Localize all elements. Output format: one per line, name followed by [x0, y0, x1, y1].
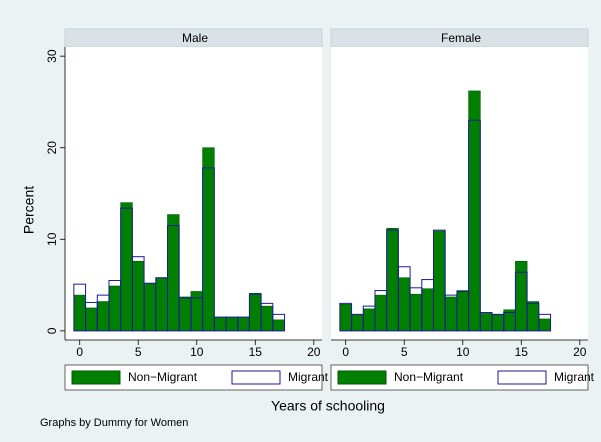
legend-label: Migrant — [554, 370, 595, 384]
bar — [398, 277, 411, 332]
bar — [272, 313, 286, 332]
y-tick-label: 10 — [45, 232, 59, 246]
bar — [386, 227, 399, 332]
bar — [409, 293, 423, 332]
legend-swatch — [231, 370, 281, 385]
bar — [444, 296, 458, 332]
bar — [433, 230, 446, 332]
panel-title: Female — [441, 31, 481, 45]
bar — [214, 316, 227, 332]
bar — [421, 288, 434, 332]
bar — [108, 285, 121, 332]
bar — [190, 291, 203, 332]
bar — [260, 305, 274, 332]
bar — [468, 90, 481, 332]
bar — [249, 293, 262, 332]
x-tick-label: 15 — [515, 345, 529, 359]
legend-swatch — [497, 370, 547, 385]
bar — [491, 314, 505, 332]
bar — [538, 313, 552, 332]
y-tick-label: 20 — [45, 141, 59, 155]
bar — [202, 147, 215, 332]
note: Graphs by Dummy for Women — [40, 417, 188, 429]
legend-swatch — [71, 370, 121, 385]
bar — [155, 277, 168, 332]
bar — [143, 282, 157, 332]
bar — [480, 313, 493, 332]
bar — [96, 301, 110, 332]
bar — [225, 316, 239, 332]
bar — [515, 260, 528, 332]
legend-label: Non−Migrant — [128, 370, 198, 384]
x-tick-label: 0 — [76, 345, 83, 359]
bar — [272, 319, 285, 332]
bar — [202, 167, 215, 332]
bar — [166, 225, 180, 332]
x-tick-label: 15 — [249, 345, 263, 359]
legend-label: Migrant — [288, 370, 329, 384]
x-tick-label: 5 — [135, 345, 142, 359]
bar — [456, 290, 469, 332]
x-tick-label: 20 — [307, 345, 321, 359]
bar — [362, 308, 376, 332]
bar — [374, 294, 387, 332]
y-tick-label: 0 — [45, 327, 59, 334]
bar — [85, 307, 98, 332]
x-tick-label: 10 — [456, 345, 470, 359]
y-tick-label: 30 — [45, 49, 59, 63]
bar — [538, 318, 551, 332]
bar — [468, 119, 481, 332]
x-tick-label: 0 — [342, 345, 349, 359]
y-axis-label: Percent — [21, 186, 37, 234]
bar — [178, 296, 192, 332]
bar — [120, 202, 133, 332]
bar — [167, 214, 180, 332]
bar — [73, 294, 86, 332]
legend-swatch — [337, 370, 387, 385]
bar — [237, 316, 250, 332]
x-tick-label: 20 — [573, 345, 587, 359]
bar — [132, 260, 145, 332]
bar — [526, 301, 540, 332]
panel-title: Male — [182, 31, 208, 45]
bar — [351, 314, 364, 332]
bar — [339, 303, 352, 332]
legend-label: Non−Migrant — [394, 370, 464, 384]
x-axis-label: Years of schooling — [271, 398, 385, 414]
x-tick-label: 5 — [401, 345, 408, 359]
plot-area — [65, 47, 322, 340]
bar — [432, 229, 446, 332]
x-tick-label: 10 — [190, 345, 204, 359]
bar — [514, 271, 528, 332]
